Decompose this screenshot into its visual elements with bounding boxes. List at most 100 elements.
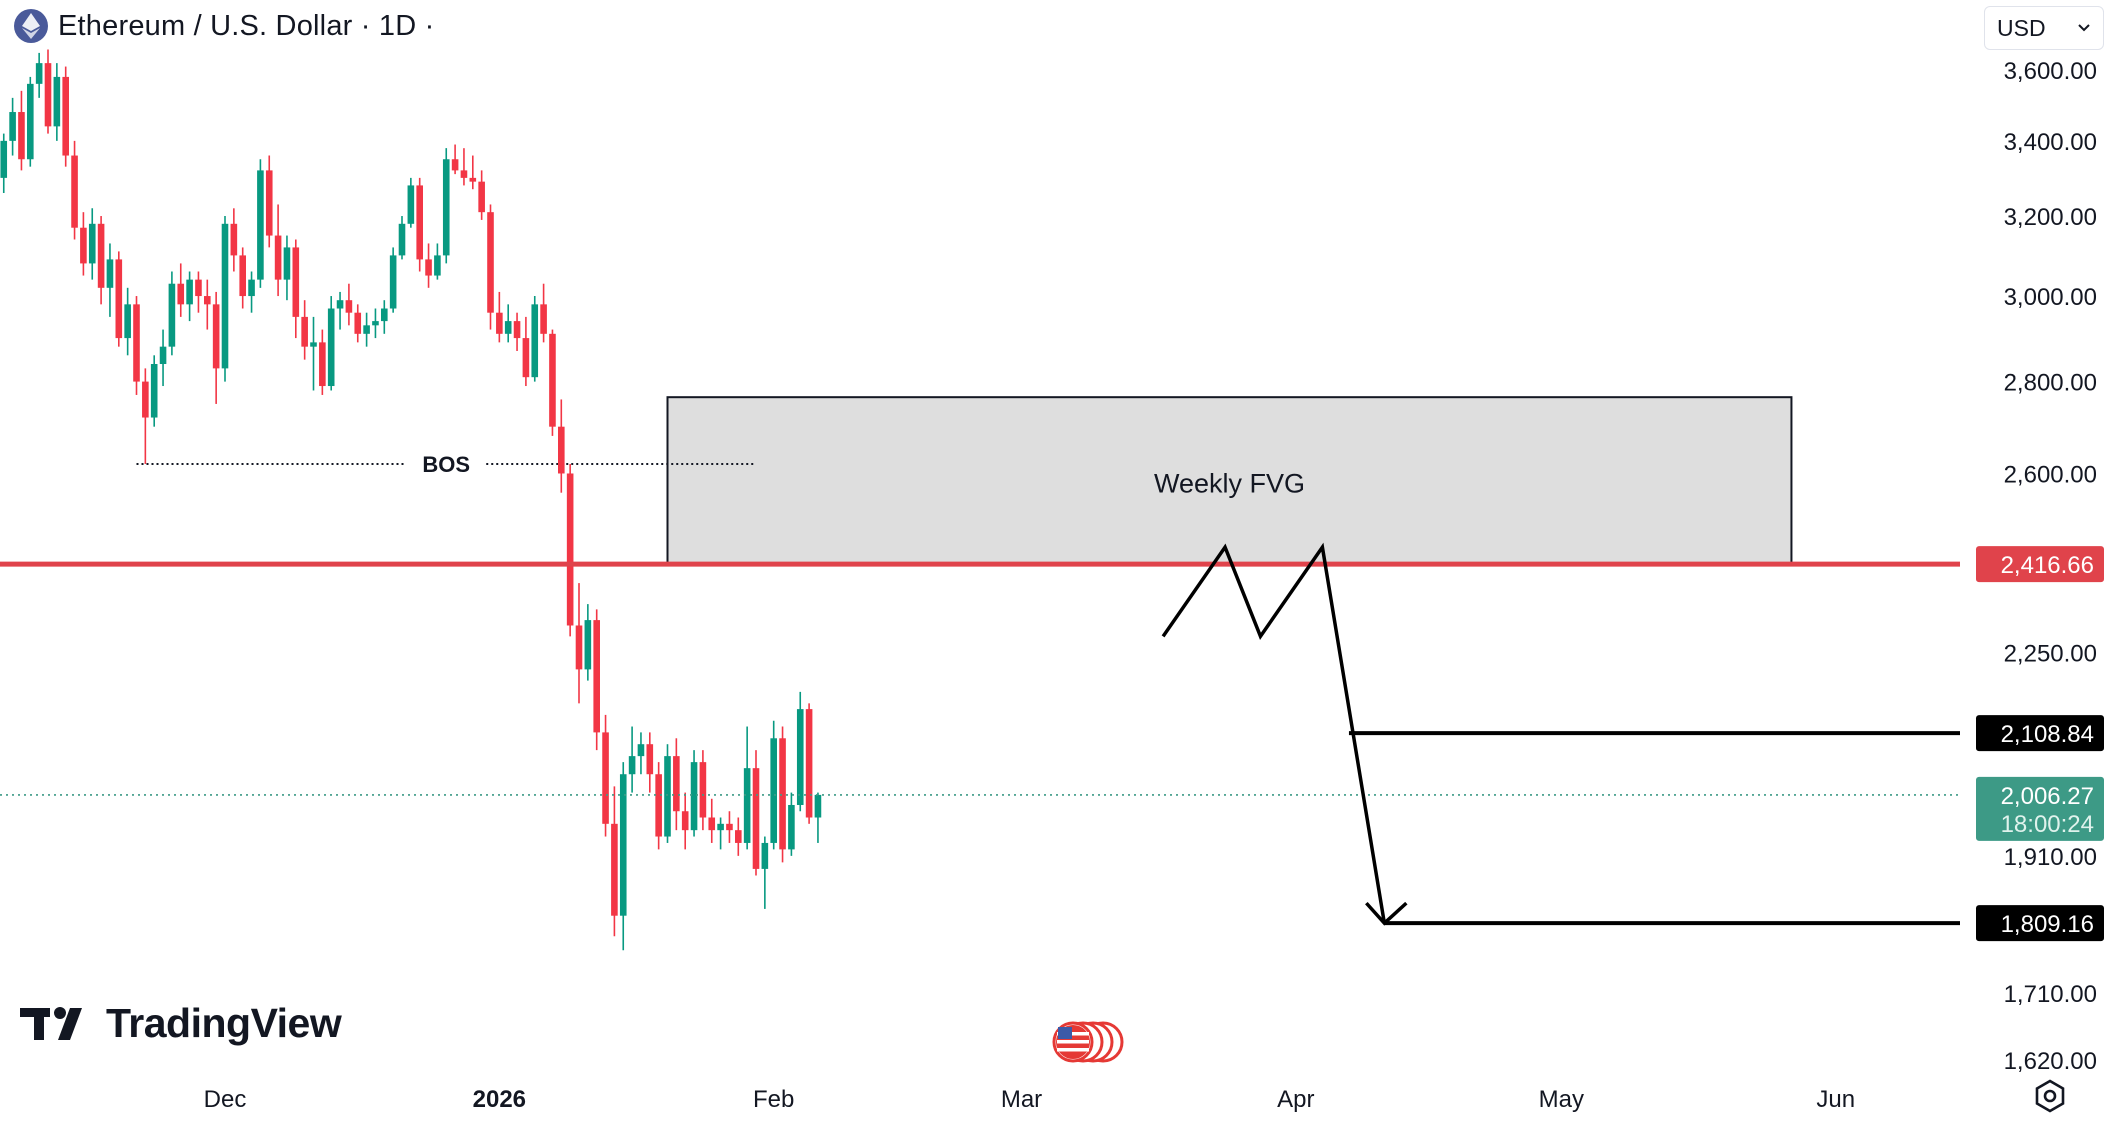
candle[interactable] [142, 368, 149, 464]
candle[interactable] [487, 204, 494, 330]
candle[interactable] [496, 291, 503, 343]
symbol-title[interactable]: Ethereum / U.S. Dollar · 1D · [58, 9, 435, 42]
candle[interactable] [62, 66, 69, 167]
candle[interactable] [796, 691, 804, 812]
candle[interactable] [531, 296, 539, 382]
candle[interactable] [212, 291, 220, 404]
candle[interactable] [18, 90, 25, 171]
candle[interactable] [575, 583, 583, 704]
candle[interactable] [558, 399, 565, 493]
candle[interactable] [717, 817, 724, 850]
candle[interactable] [168, 271, 176, 356]
candle[interactable] [106, 243, 114, 317]
candle[interactable] [805, 703, 813, 824]
candle[interactable] [159, 329, 167, 387]
candle[interactable] [690, 750, 698, 837]
candle[interactable] [522, 316, 530, 387]
fvg-zone[interactable] [666, 396, 1793, 566]
candle[interactable] [80, 212, 87, 276]
candle[interactable] [9, 97, 16, 156]
candle[interactable] [301, 300, 308, 360]
candle[interactable] [195, 271, 202, 313]
candle[interactable] [637, 732, 645, 775]
candle[interactable] [584, 604, 592, 681]
candle[interactable] [814, 792, 822, 843]
candle[interactable] [434, 243, 441, 280]
candle[interactable] [53, 63, 61, 141]
candle[interactable] [354, 304, 362, 343]
candle[interactable] [186, 271, 193, 322]
candle[interactable] [407, 177, 415, 228]
candle[interactable] [345, 283, 353, 326]
candle[interactable] [35, 52, 43, 98]
candle[interactable] [27, 76, 34, 167]
candle[interactable] [699, 750, 707, 831]
candle[interactable] [708, 798, 716, 843]
candle[interactable] [451, 144, 459, 175]
candle[interactable] [761, 836, 769, 909]
candle[interactable] [628, 726, 636, 793]
candle[interactable] [389, 247, 397, 313]
candle[interactable] [681, 792, 689, 850]
candle[interactable] [478, 170, 485, 220]
candle[interactable] [504, 304, 512, 343]
tradingview-logo[interactable]: TradingView [20, 1000, 342, 1047]
candle[interactable] [540, 283, 547, 343]
candle[interactable] [779, 726, 786, 863]
candle[interactable] [611, 786, 618, 937]
candle[interactable] [319, 329, 326, 395]
candle[interactable] [257, 159, 264, 288]
candle[interactable] [310, 316, 317, 391]
candle[interactable] [726, 811, 733, 843]
candle[interactable] [416, 177, 423, 272]
candle[interactable] [770, 720, 777, 850]
candle[interactable] [442, 148, 450, 264]
candle[interactable] [204, 279, 211, 330]
candle[interactable] [673, 738, 680, 831]
candle[interactable] [44, 49, 52, 134]
candle[interactable] [513, 312, 521, 351]
candle[interactable] [265, 155, 273, 248]
candle[interactable] [221, 216, 229, 382]
candle[interactable] [177, 263, 185, 317]
candle[interactable] [124, 287, 131, 356]
candle[interactable] [327, 296, 335, 391]
candle[interactable] [743, 726, 751, 850]
candle[interactable] [425, 243, 432, 288]
candle[interactable] [0, 133, 8, 194]
candle[interactable] [71, 140, 78, 240]
candle[interactable] [88, 208, 96, 280]
economic-events-marker[interactable] [1052, 1021, 1124, 1063]
projection-path[interactable] [1161, 542, 1387, 924]
candle[interactable] [602, 714, 609, 837]
candle[interactable] [150, 355, 158, 427]
candle[interactable] [398, 216, 406, 260]
candle[interactable] [788, 792, 795, 856]
candle[interactable] [292, 239, 300, 339]
candle[interactable] [469, 155, 477, 190]
candle[interactable] [655, 762, 662, 850]
candle[interactable] [549, 329, 556, 436]
candle[interactable] [363, 312, 370, 347]
candle[interactable] [735, 817, 742, 856]
candle[interactable] [646, 732, 654, 793]
candle[interactable] [381, 300, 388, 334]
candle[interactable] [248, 271, 255, 313]
chart-settings-icon[interactable] [2032, 1078, 2068, 1114]
candle[interactable] [115, 251, 123, 347]
candle[interactable] [274, 204, 282, 297]
candle[interactable] [593, 609, 600, 751]
candle[interactable] [230, 208, 238, 272]
candle[interactable] [372, 308, 379, 339]
candle[interactable] [97, 216, 105, 305]
candle[interactable] [752, 750, 760, 876]
time-axis[interactable]: Dec 2026 Feb Mar Apr May Jun [204, 1021, 1855, 1113]
ethereum-icon[interactable] [14, 9, 48, 43]
candle[interactable] [566, 463, 574, 637]
candle[interactable] [239, 247, 246, 309]
candle[interactable] [664, 744, 671, 843]
candle[interactable] [133, 296, 140, 395]
candle[interactable] [283, 235, 291, 301]
candle[interactable] [460, 148, 468, 186]
